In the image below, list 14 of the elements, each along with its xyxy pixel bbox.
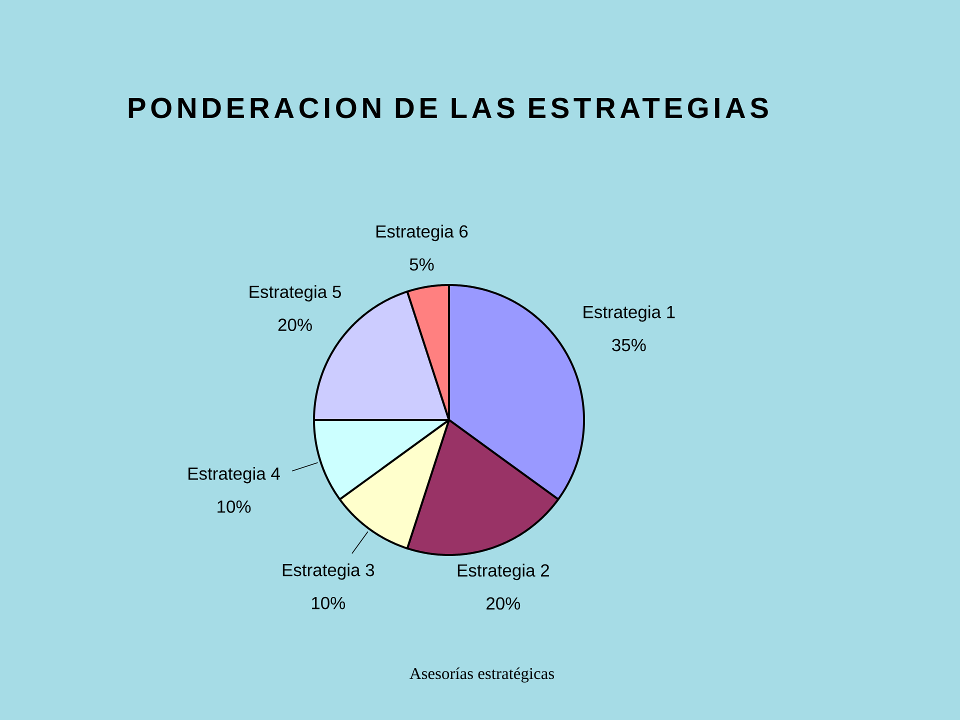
data-label: 10%	[218, 500, 251, 513]
slice-label: Estrategia 6	[376, 224, 468, 242]
slice-label: Estrategia 2	[458, 564, 549, 580]
slice-label: Estrategia 1	[584, 305, 675, 322]
data-label: 20%	[486, 597, 520, 610]
chart-title: PONDERACION DE LAS ESTRATEGIAS	[128, 98, 768, 118]
data-label: 20%	[278, 318, 312, 332]
slice-label: Estrategia 3	[282, 563, 374, 580]
data-label: 5%	[410, 258, 434, 271]
text: Asesorías estratégicas	[410, 667, 554, 683]
slice-label: Estrategia 5	[250, 285, 341, 302]
data-label: 10%	[312, 596, 346, 610]
data-label: 35%	[612, 338, 646, 352]
slice-label: Estrategia 4	[188, 467, 280, 484]
